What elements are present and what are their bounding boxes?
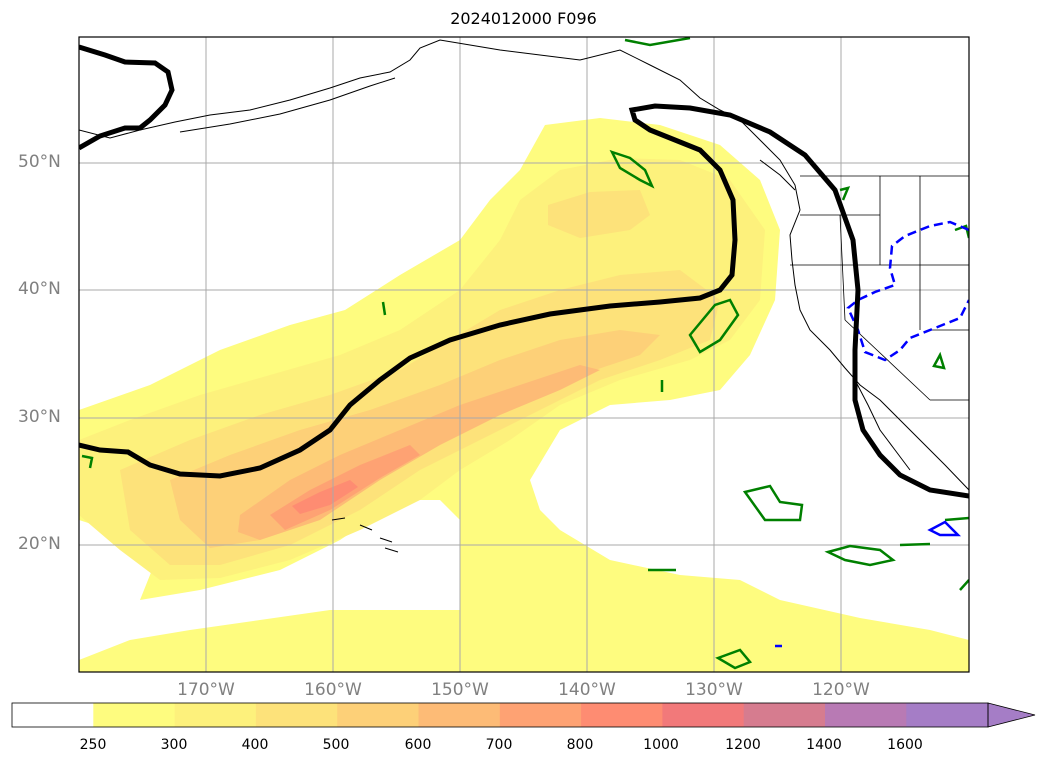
colorbar-label: 300 [160,737,188,753]
colorbar-segment [12,703,94,727]
jet-contour-main [79,103,969,499]
colorbar-frame [11,702,989,728]
lat-label-40n: 40°N [18,279,61,299]
colorbar-segment [743,703,826,727]
map-title: 2024012000 F096 [450,9,597,28]
north-america-west-coast [739,119,969,491]
alaska-coast [79,39,741,139]
lat-label-20n: 20°N [18,534,61,554]
map-plot-area [79,37,969,672]
lat-lon-grid [79,37,969,672]
lon-label-160w: 160°W [304,680,362,700]
lat-label-50n: 50°N [18,152,61,172]
ivt-band-800 [292,480,358,514]
colorbar-segment [93,703,176,727]
colorbar-label: 500 [322,737,350,753]
vancouver-island [759,159,796,191]
colorbar-segment [255,703,338,727]
lon-label-170w: 170°W [177,680,235,700]
black-jet-contours [79,44,969,499]
colorbar-segments [12,703,989,727]
lon-label-120w: 120°W [812,680,870,700]
colorbar-segment [581,703,663,727]
colorbar-segment [825,703,907,727]
colorbar-segment [337,703,419,727]
lon-label-150w: 150°W [431,680,489,700]
coastlines [79,39,969,553]
colorbar-label: 1000 [643,737,679,753]
colorbar-label: 800 [566,737,594,753]
colorbar-label: 400 [241,737,269,753]
aleutians [179,77,396,133]
lon-label-130w: 130°W [685,680,743,700]
baja-peninsula [854,379,911,471]
blue-contours [775,220,969,648]
lat-label-30n: 30°N [18,407,61,427]
ivt-band-400b [548,190,650,238]
colorbar-segment [418,703,501,727]
colorbar-label: 600 [404,737,432,753]
colorbar-label: 700 [485,737,513,753]
colorbar-segment [499,703,582,727]
ivt-filled-contours [79,118,969,672]
green-contours [81,37,969,670]
jet-contour-north [79,44,175,151]
colorbar-segment [906,703,989,727]
colorbar-label: 1200 [725,737,761,753]
political-borders [790,175,969,401]
colorbar-extend-arrow [987,702,1036,728]
colorbar-label: 1600 [887,737,923,753]
colorbar-label: 250 [79,737,107,753]
us-state-borders [790,176,969,401]
colorbar-segment [174,703,257,727]
lon-label-140w: 140°W [558,680,616,700]
map-frame [78,36,970,673]
hawaii [331,517,399,553]
colorbar-segment [662,703,745,727]
colorbar [11,702,1036,728]
colorbar-label: 1400 [806,737,842,753]
